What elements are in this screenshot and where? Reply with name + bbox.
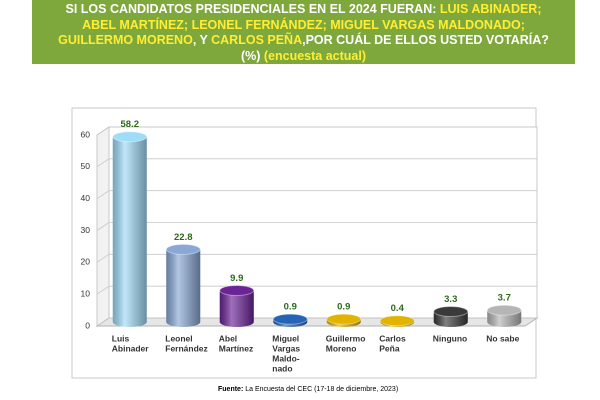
x-tick-label: Abel — [219, 333, 237, 343]
value-label: 0.9 — [337, 302, 350, 313]
value-label: 0.4 — [391, 303, 405, 314]
bar-top — [272, 313, 308, 325]
x-tick-label: Ninguno — [433, 333, 467, 343]
y-tick-label: 0 — [85, 320, 90, 330]
title-part: ABEL MARTÍNEZ; LEONEL FERNÁNDEZ; MIGUEL … — [82, 17, 525, 32]
floor — [95, 317, 539, 327]
header: SI LOS CANDIDATOS PRESIDENCIALES EN EL 2… — [32, 0, 575, 64]
bar-top — [219, 284, 255, 296]
title-part: SI LOS CANDIDATOS PRESIDENCIALES EN EL 2… — [65, 2, 440, 16]
bar-top — [433, 305, 469, 317]
title-line: GUILLERMO MORENO, Y CARLOS PEÑA,POR CUÁL… — [32, 33, 575, 49]
bar-top — [379, 315, 415, 327]
x-tick-label: Leonel — [165, 333, 192, 343]
source-label: Fuente: — [218, 386, 243, 393]
bar-shade — [166, 249, 201, 327]
source-text: La Encuesta del CEC (17-18 de diciembre,… — [243, 386, 398, 393]
y-tick-label: 20 — [81, 257, 91, 267]
grid-line — [96, 158, 537, 168]
value-label: 3.3 — [444, 294, 457, 305]
y-tick-label: 50 — [81, 161, 91, 171]
value-label: 22.8 — [174, 232, 193, 243]
grid-line — [96, 253, 537, 263]
grid-line — [96, 222, 537, 231]
title-part: (encuesta actual) — [263, 48, 367, 63]
title-part: LUIS ABINADER; — [439, 2, 542, 16]
bar-top — [112, 131, 148, 143]
bar-top — [165, 243, 201, 255]
bar-shade — [219, 290, 254, 327]
x-tick-label: Miguel — [272, 333, 299, 343]
x-tick-label: Guillermo — [326, 333, 366, 343]
x-tick-label: No sabe — [486, 333, 519, 343]
y-tick-label: 30 — [81, 225, 91, 235]
value-label: 3.7 — [498, 293, 511, 304]
x-tick-label: nado — [272, 363, 292, 373]
title-line: SI LOS CANDIDATOS PRESIDENCIALES EN EL 2… — [32, 2, 575, 18]
x-tick-label: Abinader — [112, 343, 150, 353]
title-part: CARLOS PEÑA — [211, 33, 303, 47]
x-tick-label: Martínez — [219, 343, 253, 353]
grid-line — [96, 285, 537, 295]
x-tick-label: Fernández — [165, 343, 208, 353]
x-tick-label: Luis — [112, 333, 130, 343]
value-label: 58.2 — [121, 119, 140, 130]
title-part: (%) — [240, 48, 264, 63]
x-tick-label: Maldo- — [272, 353, 300, 363]
value-label: 0.9 — [284, 302, 297, 313]
bar-top — [326, 313, 362, 325]
y-tick-label: 40 — [81, 193, 91, 203]
x-tick-label: Peña — [379, 343, 400, 353]
title-part: ,POR CUÁL DE ELLOS USTED VOTARÍA? — [302, 33, 549, 47]
source: Fuente: La Encuesta del CEC (17-18 de di… — [218, 386, 398, 393]
title-part: , Y — [192, 33, 212, 47]
title-line: ABEL MARTÍNEZ; LEONEL FERNÁNDEZ; MIGUEL … — [32, 18, 575, 34]
bar-shade — [112, 136, 147, 327]
x-tick-label: Carlos — [379, 333, 406, 343]
y-tick-label: 60 — [81, 129, 91, 139]
x-tick-label: Moreno — [326, 343, 357, 353]
title-part: GUILLERMO MORENO — [58, 33, 193, 47]
grid-line — [96, 126, 537, 136]
value-label: 9.9 — [230, 273, 243, 284]
x-tick-label: Vargas — [272, 343, 300, 353]
grid-line — [96, 190, 537, 199]
title-line: (%) (encuesta actual) — [32, 49, 575, 65]
y-tick-label: 10 — [81, 288, 91, 298]
bar-top — [486, 304, 522, 316]
